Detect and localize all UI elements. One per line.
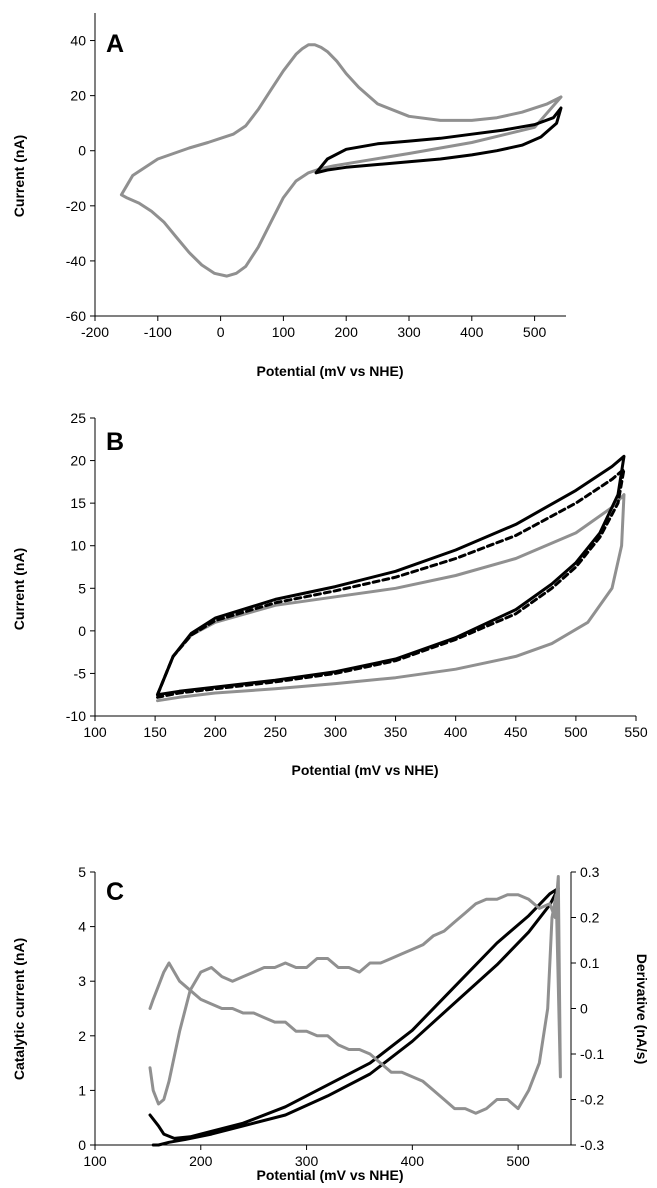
y-tick-label: -10 [66,708,86,724]
x-tick-label: 300 [295,1153,319,1169]
x-tick-label: 500 [506,1153,530,1169]
x-tick-label: 350 [384,724,408,740]
series-line-1 [156,493,626,703]
y-tick-label: 5 [78,864,86,880]
y-tick-label: 2 [78,1028,86,1044]
panel-a-x-axis-label: Potential (mV vs NHE) [256,363,403,379]
x-tick-label: 100 [83,724,107,740]
right-y-tick-label: 0.2 [580,910,600,926]
series-line-2 [314,106,563,175]
y-tick-label: -60 [66,308,86,324]
panel-b: B Potential (mV vs NHE) Current (nA) 100… [11,410,648,778]
right-y-tick-label: 0.1 [580,955,600,971]
x-tick-label: 450 [504,724,528,740]
right-y-tick-label: 0 [580,1001,588,1017]
x-tick-label: 150 [143,724,167,740]
y-tick-label: 20 [70,453,86,469]
panel-c-x-axis-label: Potential (mV vs NHE) [256,1167,403,1183]
y-tick-label: 3 [78,973,86,989]
x-tick-label: 500 [523,324,547,340]
x-tick-label: 300 [324,724,348,740]
panel-a: A Potential (mV vs NHE) Current (nA) -20… [11,13,566,379]
x-tick-label: 100 [272,324,296,340]
x-tick-label: 300 [397,324,421,340]
x-tick-label: -100 [144,324,172,340]
y-tick-label: 0 [78,143,86,159]
y-tick-label: -40 [66,253,86,269]
series-line-3 [156,454,626,697]
series-line-2 [156,467,626,699]
y-tick-label: 25 [70,410,86,426]
x-tick-label: 400 [444,724,468,740]
x-tick-label: 100 [83,1153,107,1169]
right-y-tick-label: -0.2 [580,1092,604,1108]
x-tick-label: 0 [217,324,225,340]
panel-c-right-y-axis-label: Derivative (nA/s) [634,954,650,1064]
y-tick-label: -5 [74,665,87,681]
y-tick-label: 20 [70,88,86,104]
x-tick-label: 400 [460,324,484,340]
panel-c-letter: C [106,878,124,906]
y-tick-label: 0 [78,1137,86,1153]
y-tick-label: 0 [78,623,86,639]
panel-b-y-axis-label: Current (nA) [11,548,27,630]
y-tick-label: 15 [70,495,86,511]
y-tick-label: 4 [78,919,86,935]
series-line-1 [148,886,560,1147]
series-line-1 [119,43,563,278]
panel-b-x-axis-label: Potential (mV vs NHE) [291,762,438,778]
x-tick-label: -200 [81,324,109,340]
y-tick-label: 5 [78,580,86,596]
x-tick-label: 550 [624,724,648,740]
y-tick-label: 1 [78,1082,86,1098]
panel-c: C Potential (mV vs NHE) Catalytic curren… [11,864,650,1183]
x-tick-label: 200 [189,1153,213,1169]
panel-a-letter: A [106,30,124,58]
x-tick-label: 400 [401,1153,425,1169]
x-tick-label: 250 [264,724,288,740]
x-tick-label: 500 [564,724,588,740]
y-tick-label: 10 [70,538,86,554]
x-tick-label: 200 [335,324,359,340]
y-tick-label: 40 [70,33,86,49]
panel-a-y-axis-label: Current (nA) [11,135,27,217]
right-y-tick-label: -0.1 [580,1046,604,1062]
panel-c-y-axis-label: Catalytic current (nA) [11,938,27,1080]
panel-b-letter: B [106,428,124,456]
y-tick-label: -20 [66,198,86,214]
series-line-2 [148,875,562,1115]
right-y-tick-label: -0.3 [580,1137,604,1153]
x-tick-label: 200 [204,724,228,740]
right-y-tick-label: 0.3 [580,864,600,880]
